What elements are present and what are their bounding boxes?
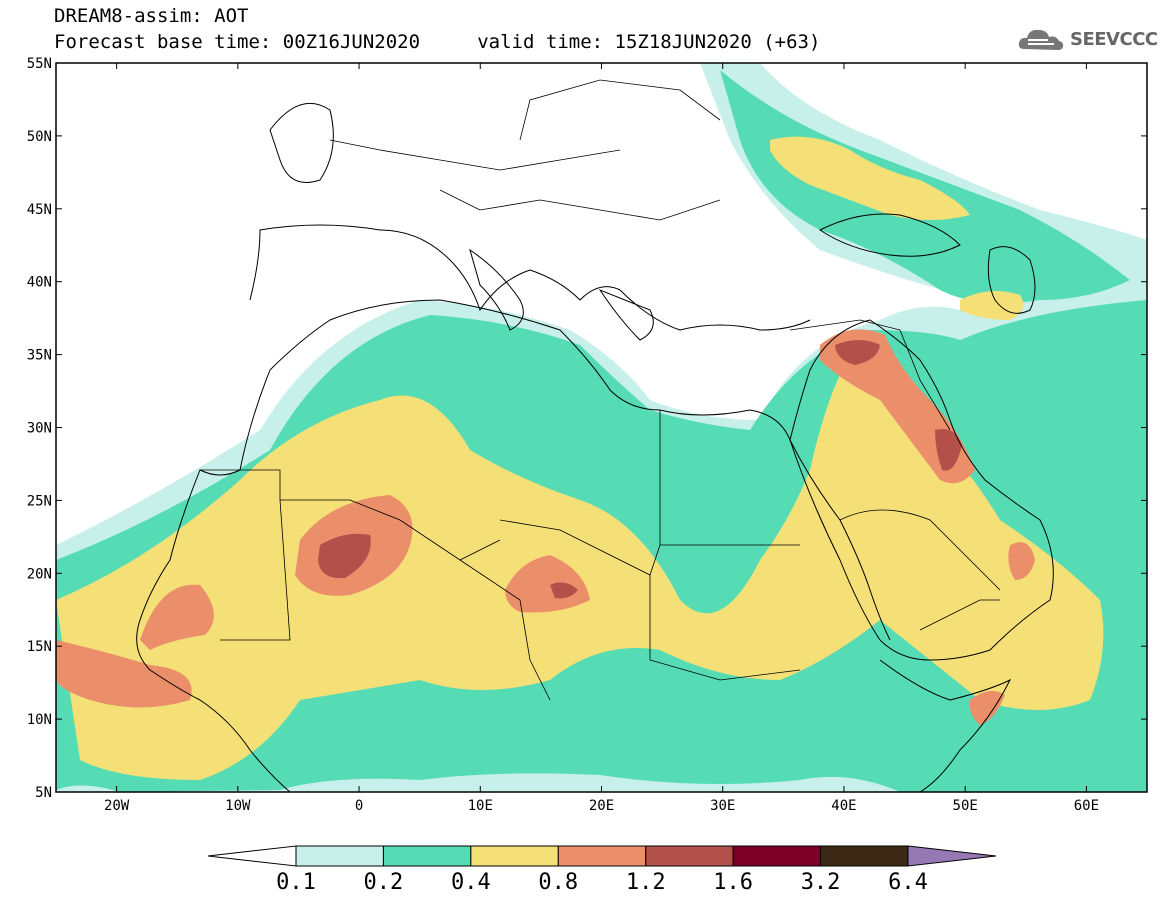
colorbar-label: 0.4 (450, 870, 491, 895)
aot-band-0.8-senegal (140, 584, 214, 650)
aot-band-0.8-chad (505, 555, 590, 613)
border-niger-chad (459, 559, 551, 701)
map-title: DREAM8-assim: AOT (54, 5, 249, 27)
colorbar-box (732, 845, 822, 867)
cloud-icon (1018, 29, 1064, 50)
longitude-axis: 20W 10W 0 10E 20E 30E 40E 50E 60E (104, 63, 1099, 814)
lon-tick-label: 20E (589, 798, 614, 814)
coastline-red-sea (789, 439, 881, 641)
lat-tick-label: 40N (27, 275, 52, 291)
aot-band-0.4-north (770, 136, 970, 220)
aot-shading (56, 63, 1147, 792)
aot-band-0.4 (56, 340, 1104, 780)
lat-tick-label: 55N (27, 56, 52, 72)
border-libya-chad (499, 519, 661, 576)
aot-band-0.8-oman (1008, 542, 1035, 580)
lon-tick-label: 0 (355, 798, 363, 814)
lat-tick-label: 30N (27, 421, 52, 437)
aot-band-1.2-sahara (318, 533, 371, 579)
aot-band-1.2-chad (550, 582, 578, 599)
coastline-arabia (789, 319, 1054, 661)
colorbar-box (645, 845, 734, 867)
border-algeria-mali (280, 499, 501, 561)
colorbar-label: 0.2 (363, 870, 404, 895)
border-iraq-iran (899, 329, 951, 431)
lon-tick-label: 20W (104, 798, 130, 814)
colorbar-label: 0.8 (538, 870, 579, 895)
colorbar-box (295, 845, 384, 867)
aot-colorbar (207, 845, 997, 867)
coastline-greece (598, 288, 654, 341)
map-subtitle-times: Forecast base time: 00Z16JUN2020 valid t… (54, 31, 821, 53)
border-saudi (839, 509, 1001, 591)
colorbar-over-triangle (907, 845, 997, 867)
colorbar-label: 1.6 (713, 870, 754, 895)
coastline-uk (269, 102, 334, 183)
lon-tick-label: 40E (831, 798, 856, 814)
colorbar-label: 1.2 (625, 870, 666, 895)
aot-band-0.4-caspian (960, 291, 1024, 320)
lon-tick-label: 10W (225, 798, 251, 814)
latitude-axis: 5N 10N 15N 20N 25N 30N 35N 40N 45N 50N 55N (27, 56, 1147, 801)
coastline-africa-west (136, 469, 291, 792)
lat-tick-label: 50N (27, 129, 52, 145)
aot-band-1.2-gulf (935, 429, 962, 471)
lat-tick-label: 20N (27, 566, 52, 582)
lat-tick-label: 35N (27, 348, 52, 364)
lat-tick-label: 5N (35, 785, 52, 801)
aot-band-0.8-westafrica (56, 640, 192, 708)
border-europe-1 (329, 139, 621, 171)
lon-tick-label: 30E (710, 798, 735, 814)
border-europe-2 (439, 189, 721, 221)
border-europe-3 (519, 79, 721, 141)
lat-tick-label: 25N (27, 493, 52, 509)
colorbar-box (470, 845, 559, 867)
colorbar-label: 6.4 (888, 870, 928, 895)
colorbar-box (820, 845, 909, 867)
border-turkey-syria (789, 319, 901, 331)
coastline-black-sea (819, 213, 961, 257)
political-borders (200, 79, 1001, 701)
coastline-europe (249, 224, 811, 331)
border-mauritania (200, 469, 291, 641)
lat-tick-label: 45N (27, 202, 52, 218)
logo-text: SEEVCCC (1070, 29, 1158, 50)
coastline-caspian (987, 246, 1036, 314)
coastline-italy (469, 248, 524, 331)
colorbar-under-triangle (207, 845, 297, 867)
lon-tick-label: 10E (468, 798, 493, 814)
colorbar-box (382, 845, 472, 867)
border-yemen (919, 599, 1000, 631)
colorbar-label: 0.1 (276, 870, 316, 895)
aot-band-0.8-somalia (969, 691, 1005, 725)
aot-band-1.2-iraq (835, 340, 880, 365)
coastline-africa-north (239, 299, 891, 641)
lat-tick-label: 10N (27, 712, 52, 728)
lon-tick-label: 50E (953, 798, 978, 814)
border-sudan (649, 575, 801, 681)
coastlines (136, 102, 1054, 792)
lon-tick-label: 60E (1074, 798, 1099, 814)
colorbar-box (557, 845, 647, 867)
lat-tick-label: 15N (27, 639, 52, 655)
colorbar-label: 3.2 (800, 870, 841, 895)
seevccc-logo: SEEVCCC (1018, 25, 1158, 55)
coastline-horn (879, 659, 1012, 792)
